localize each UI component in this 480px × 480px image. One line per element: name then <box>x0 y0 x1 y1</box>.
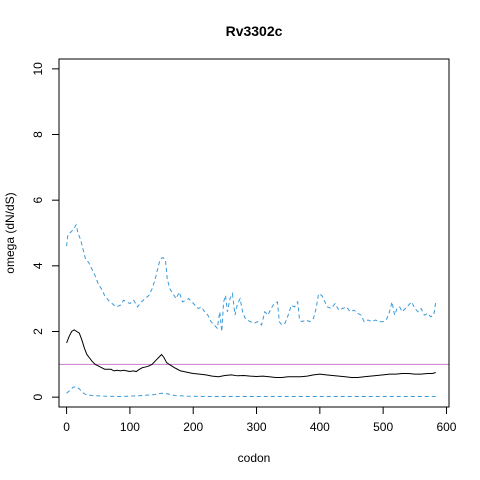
y-axis: 0 2 4 6 8 10 <box>31 62 60 400</box>
x-tick-label: 100 <box>120 420 140 434</box>
y-tick-label: 4 <box>31 262 45 269</box>
plot-frame <box>58 58 450 408</box>
chart-title: Rv3302c <box>226 23 283 39</box>
x-axis: 0 100 200 300 400 500 600 <box>63 406 457 434</box>
series-line-2 <box>66 329 436 378</box>
y-tick-label: 6 <box>31 197 45 204</box>
y-tick-label: 8 <box>31 131 45 138</box>
x-tick-label: 600 <box>436 420 456 434</box>
y-tick-label: 2 <box>31 328 45 335</box>
x-tick-label: 500 <box>373 420 393 434</box>
y-tick-label: 10 <box>31 62 45 76</box>
y-axis-label: omega (dN/dS) <box>3 192 17 273</box>
x-tick-label: 0 <box>63 420 70 434</box>
series-line-1 <box>66 223 437 332</box>
x-axis-label: codon <box>238 451 271 465</box>
x-tick-label: 300 <box>247 420 267 434</box>
series-line-3 <box>66 386 436 397</box>
x-tick-label: 200 <box>183 420 203 434</box>
y-tick-label: 0 <box>31 393 45 400</box>
x-tick-label: 400 <box>310 420 330 434</box>
plot-area <box>59 223 449 397</box>
